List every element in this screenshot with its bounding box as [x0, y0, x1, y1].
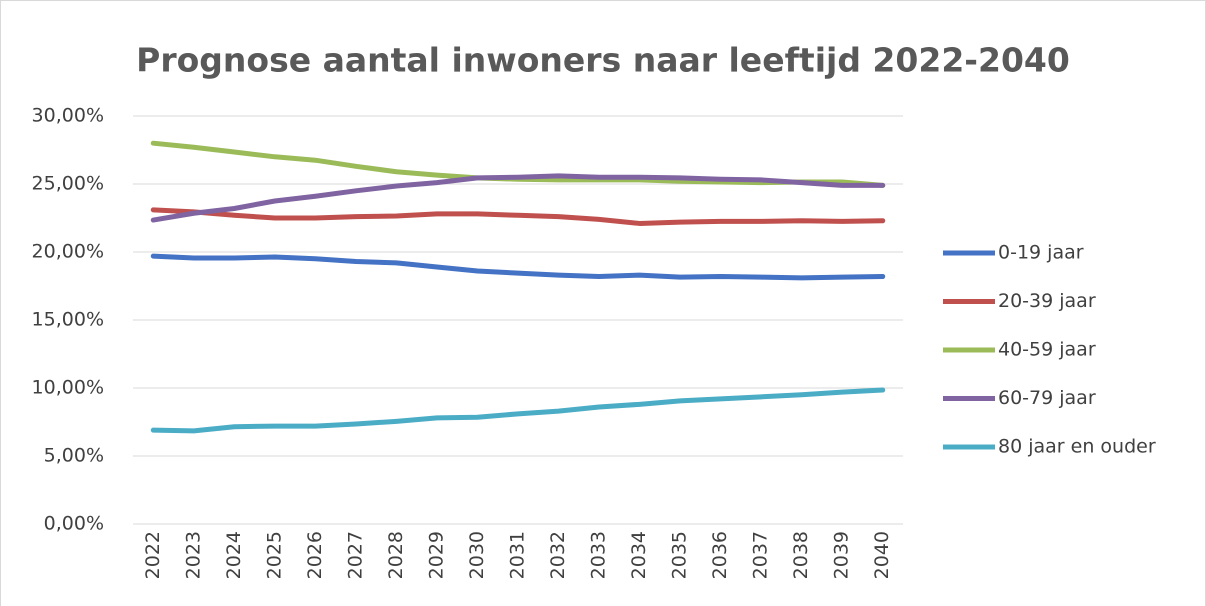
legend-label: 0-19 jaar: [998, 242, 1084, 264]
line-series: [150, 173, 886, 223]
x-tick-label: 2037: [750, 531, 772, 579]
x-tick-label: 2028: [385, 531, 407, 579]
x-tick-label: 2038: [790, 531, 812, 579]
y-tick-label: 15,00%: [32, 309, 104, 331]
y-tick-label: 20,00%: [32, 241, 104, 263]
y-tick-label: 5,00%: [44, 445, 104, 467]
x-tick-label: 2040: [871, 531, 893, 579]
x-tick-label: 2022: [142, 531, 164, 579]
x-tick-label: 2023: [182, 531, 204, 579]
x-tick-label: 2029: [425, 531, 447, 579]
chart-title: Prognose aantal inwoners naar leeftijd 2…: [136, 41, 1070, 80]
x-tick-label: 2024: [223, 531, 245, 579]
x-tick-label: 2033: [588, 531, 610, 579]
legend-label: 80 jaar en ouder: [998, 436, 1156, 458]
x-tick-label: 2032: [547, 531, 569, 579]
legend-label: 60-79 jaar: [998, 387, 1096, 409]
x-tick-label: 2036: [709, 531, 731, 579]
y-tick-label: 30,00%: [32, 105, 104, 127]
x-tick-label: 2025: [263, 531, 285, 579]
line-series: [150, 253, 886, 281]
x-tick-label: 2027: [344, 531, 366, 579]
x-tick-label: 2039: [831, 531, 853, 579]
y-tick-label: 0,00%: [44, 513, 104, 535]
line-series: [150, 387, 886, 434]
legend-label: 20-39 jaar: [998, 290, 1096, 312]
y-tick-label: 10,00%: [32, 377, 104, 399]
legend-label: 40-59 jaar: [998, 339, 1096, 361]
line-series: [150, 207, 886, 226]
x-tick-label: 2035: [669, 531, 691, 579]
x-tick-label: 2030: [466, 531, 488, 579]
y-tick-label: 25,00%: [32, 173, 104, 195]
x-tick-label: 2026: [304, 531, 326, 579]
x-tick-label: 2031: [507, 531, 529, 579]
x-tick-label: 2034: [628, 531, 650, 579]
